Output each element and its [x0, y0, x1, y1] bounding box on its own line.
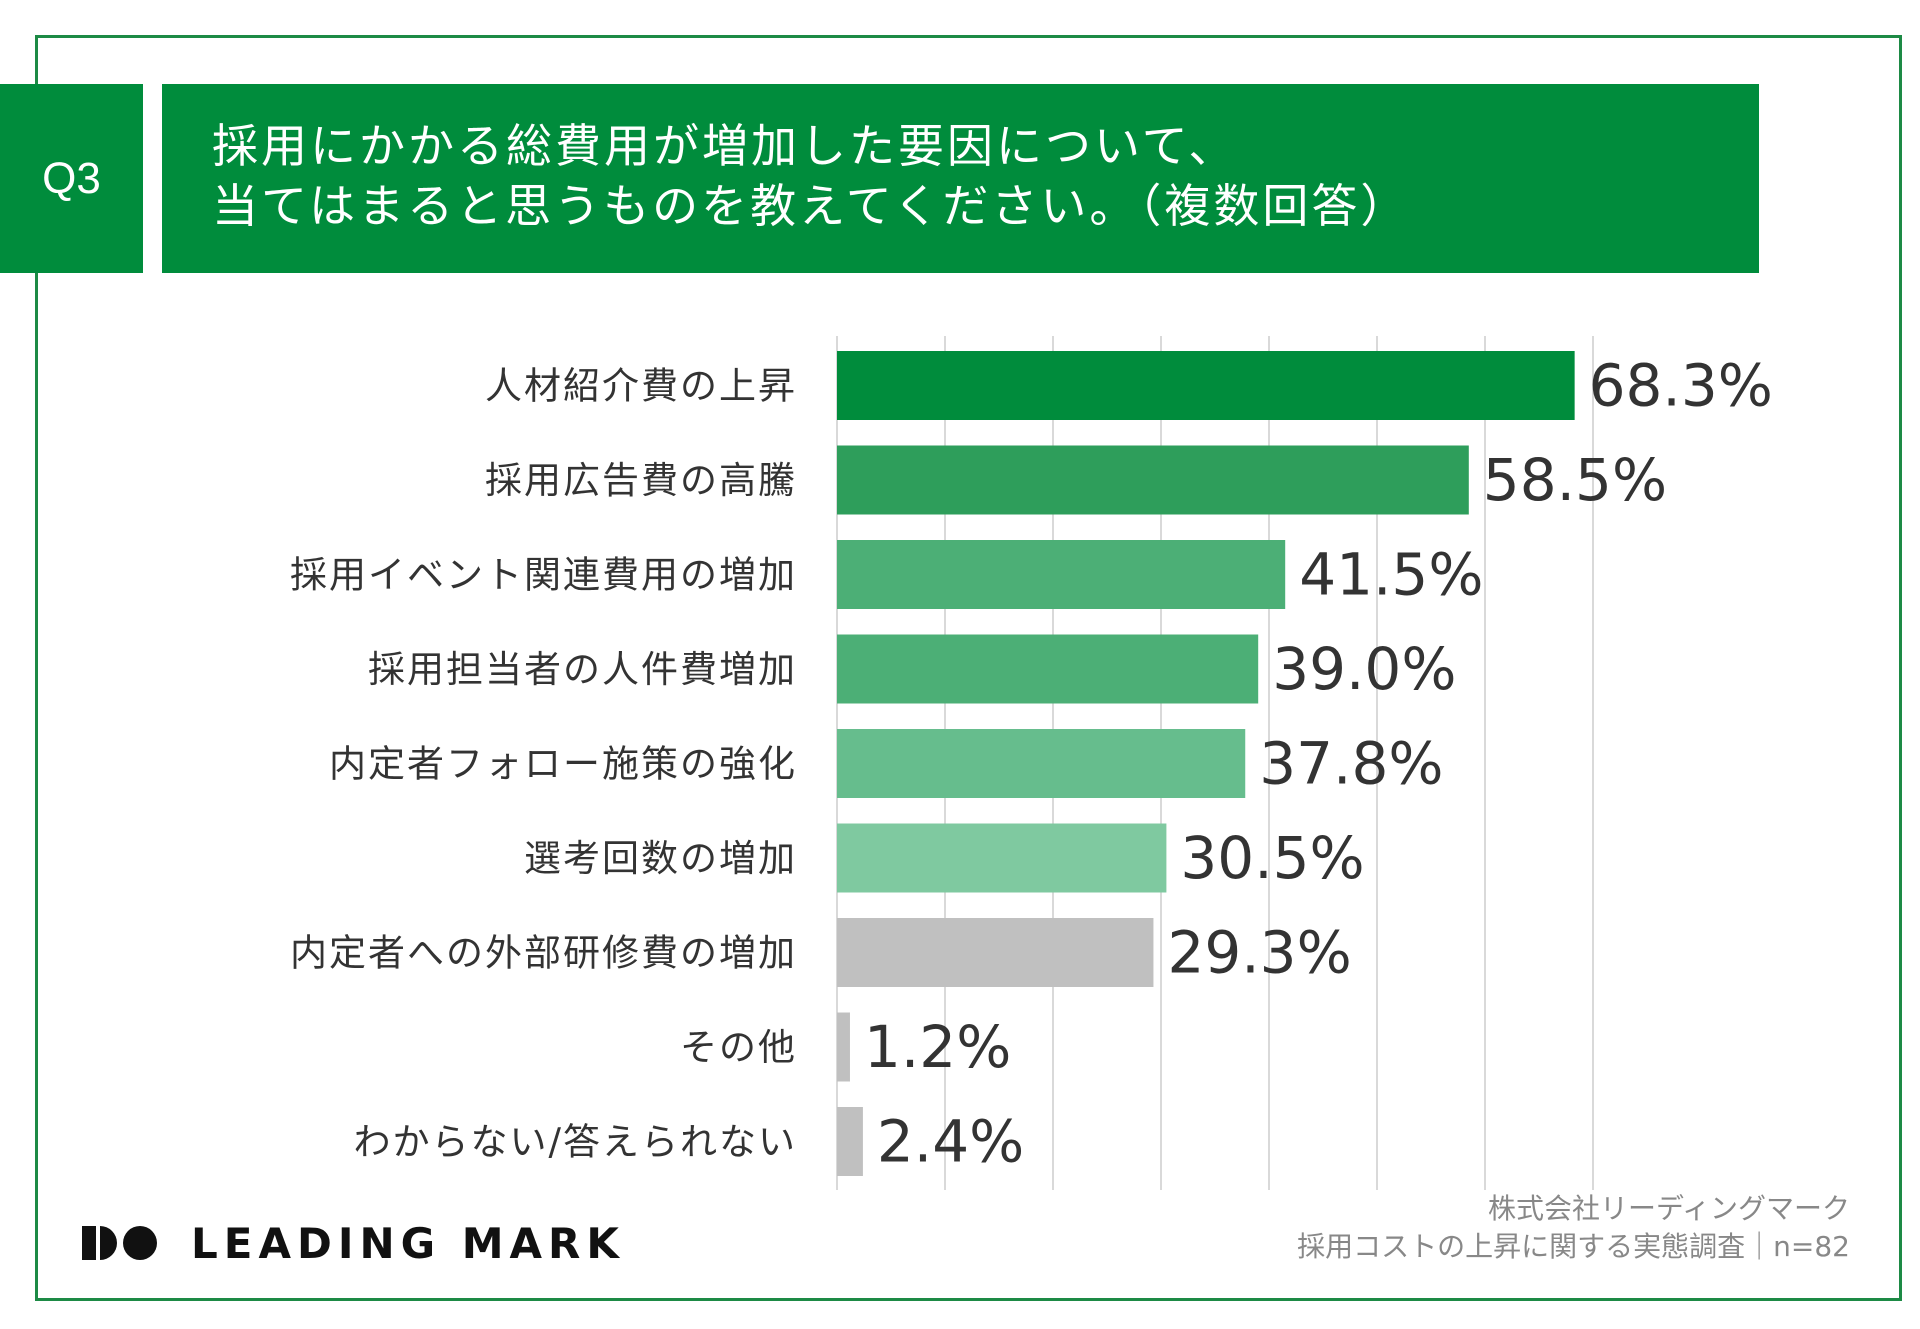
value-label-5: 37.8% — [1259, 730, 1443, 798]
value-label-2: 58.5% — [1483, 446, 1667, 514]
bar-4 — [837, 634, 1259, 704]
bar-6 — [837, 823, 1167, 893]
source-survey: 採用コストの上昇に関する実態調査｜n=82 — [1297, 1230, 1850, 1263]
bar-3 — [837, 540, 1286, 609]
bar-2 — [837, 445, 1469, 515]
category-label-6: 選考回数の増加 — [524, 837, 797, 880]
category-label-8: その他 — [680, 1026, 797, 1069]
bar-1 — [837, 351, 1575, 420]
question-banner: 採用にかかる総費用が増加した要因について、 当てはまると思うものを教えてください… — [162, 84, 1759, 273]
category-label-7: 内定者への外部研修費の増加 — [290, 932, 797, 975]
category-label-2: 採用広告費の高騰 — [485, 459, 797, 502]
question-line-1: 採用にかかる総費用が増加した要因について、 — [212, 119, 1238, 173]
bar-8 — [837, 1012, 850, 1082]
value-label-6: 30.5% — [1180, 824, 1364, 892]
bar-5 — [837, 729, 1246, 798]
value-label-7: 29.3% — [1167, 919, 1351, 987]
question-line-2: 当てはまると思うものを教えてください。（複数回答） — [212, 179, 1410, 233]
bar-7 — [837, 918, 1154, 987]
bar-9 — [837, 1107, 863, 1176]
category-label-5: 内定者フォロー施策の強化 — [329, 743, 797, 786]
logo-mark-icon — [82, 1226, 157, 1260]
category-label-1: 人材紹介費の上昇 — [485, 365, 797, 408]
source-note: 株式会社リーディングマーク 採用コストの上昇に関する実態調査｜n=82 — [1297, 1190, 1850, 1266]
value-label-8: 1.2% — [864, 1013, 1011, 1081]
value-label-3: 41.5% — [1299, 541, 1483, 609]
value-label-9: 2.4% — [877, 1108, 1024, 1176]
leading-mark-logo: LEADING MARK — [82, 1218, 625, 1268]
source-company: 株式会社リーディングマーク — [1487, 1192, 1850, 1225]
value-label-4: 39.0% — [1272, 635, 1456, 703]
category-label-3: 採用イベント関連費用の増加 — [290, 554, 797, 597]
category-label-4: 採用担当者の人件費増加 — [368, 648, 797, 691]
question-badge-text: Q3 — [42, 153, 101, 203]
chart-frame — [35, 35, 1902, 1301]
value-label-1: 68.3% — [1589, 352, 1773, 420]
question-badge: Q3 — [0, 84, 143, 273]
logo-text: LEADING MARK — [191, 1218, 625, 1268]
category-label-9: わからない/答えられない — [354, 1121, 797, 1164]
